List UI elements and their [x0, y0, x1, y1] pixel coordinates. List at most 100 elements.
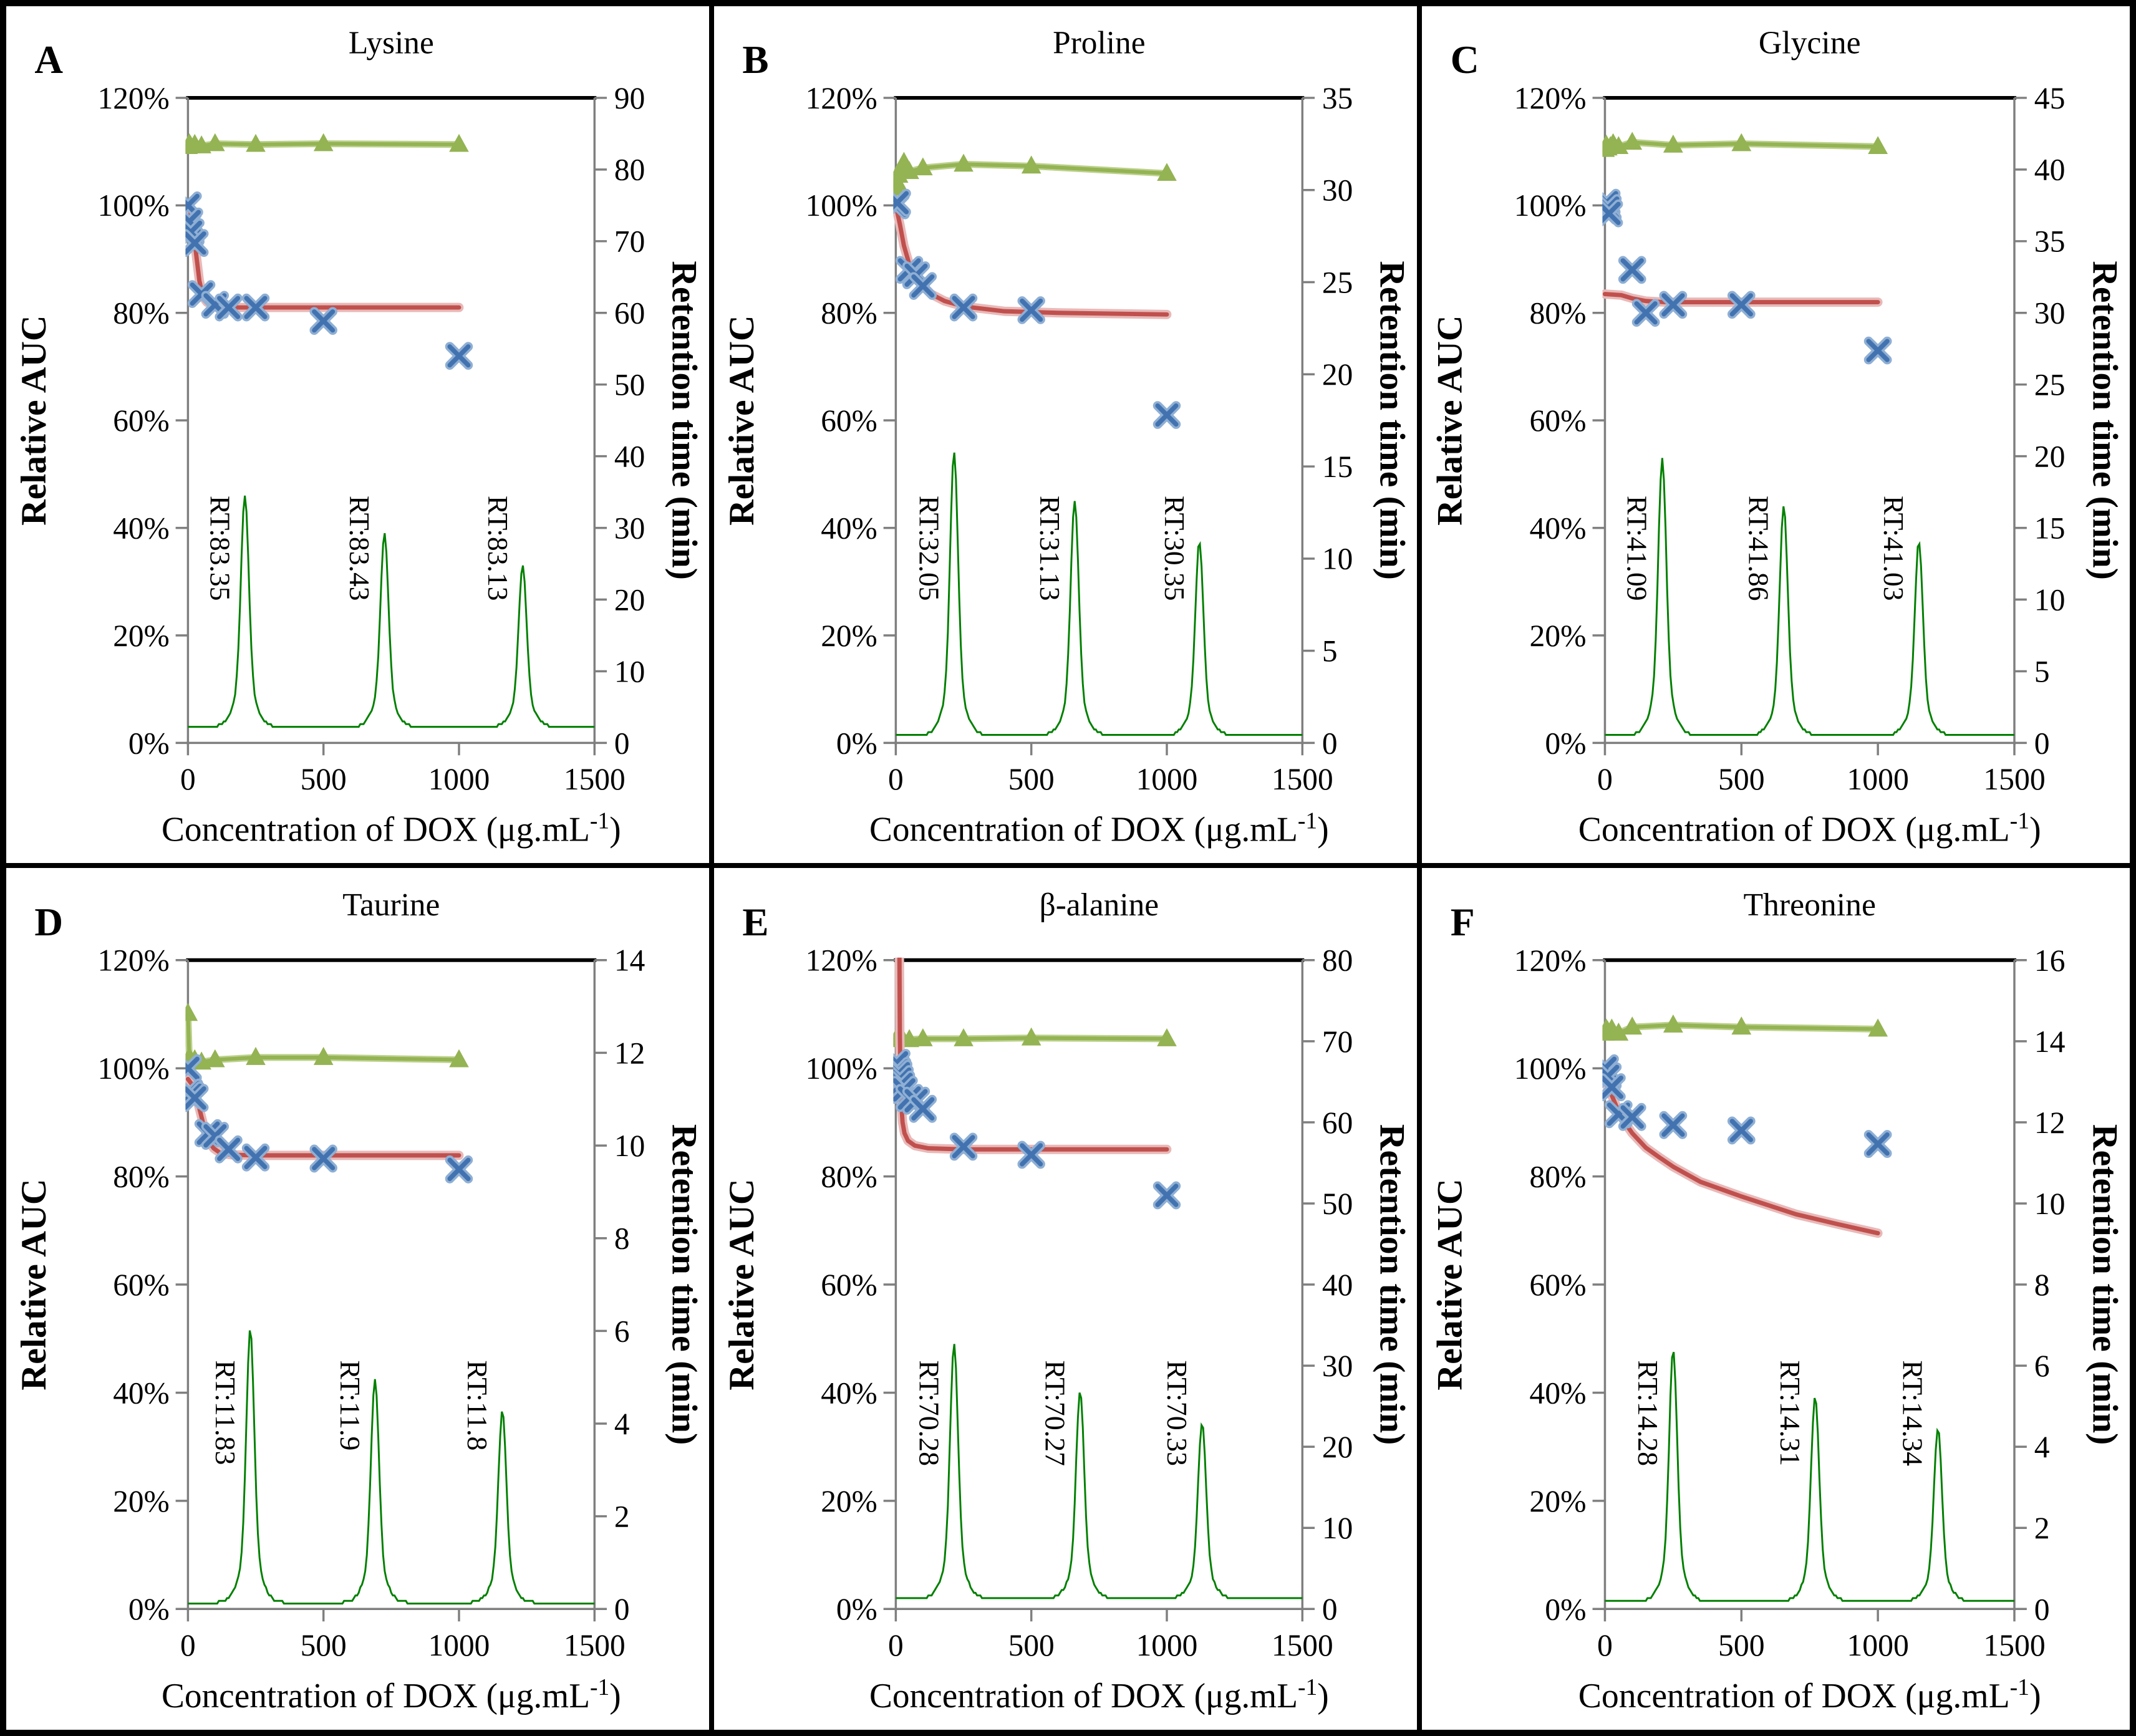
right-axis-tick-label: 2 — [614, 1499, 630, 1533]
rt-triangle-marker — [205, 133, 225, 152]
right-axis-tick-label: 70 — [614, 224, 645, 259]
panel-title: Glycine — [1759, 25, 1861, 60]
x-axis-tick-label: 500 — [301, 762, 347, 796]
left-axis-tick-label: 120% — [806, 943, 877, 978]
rt-triangle-marker — [185, 1003, 198, 1021]
right-axis-tick-label: 0 — [1322, 1592, 1338, 1626]
left-axis-tick-label: 80% — [821, 1159, 877, 1194]
right-axis-tick-label: 70 — [1322, 1025, 1353, 1059]
panel-F: 0% 20% 40% 60% 80% 100% 120% 0 2 4 6 8 10 12 14 16 0 500 1… — [1422, 868, 2130, 1730]
rt-peak-label: RT:11.83 — [210, 1360, 241, 1465]
left-axis-tick-label: 100% — [806, 188, 877, 223]
plot-area — [893, 957, 1303, 1599]
rt-triangle-marker — [1622, 1016, 1643, 1035]
right-axis-tick-label: 14 — [614, 943, 645, 978]
right-axis-tick-label: 50 — [1322, 1187, 1353, 1221]
panel-C-chart: 0% 20% 40% 60% 80% 100% 120% 0 5 10 15 20 25 30 35 40 45… — [1431, 25, 2125, 849]
auc-series — [1602, 1054, 1892, 1159]
left-axis-tick-label: 0% — [1545, 726, 1586, 760]
panel-E: 0% 20% 40% 60% 80% 100% 120% 0 10 20 30 40 50 60 70 80 0… — [714, 868, 1422, 1730]
auc-x-marker — [185, 231, 206, 255]
plot-area — [1602, 1014, 2014, 1602]
x-axis-tick-label: 1000 — [428, 762, 490, 796]
left-axis-tick-label: 40% — [821, 1376, 877, 1410]
right-axis-tick-label: 20 — [614, 582, 645, 617]
auc-x-marker — [952, 1135, 975, 1159]
auc-x-marker — [1155, 1184, 1179, 1207]
right-axis-title: Retention time (min) — [665, 261, 704, 580]
x-axis-tick-label: 500 — [1008, 1628, 1055, 1662]
right-axis-tick-label: 0 — [2034, 726, 2050, 760]
auc-x-marker — [1602, 201, 1621, 225]
rt-triangle-marker — [1157, 1028, 1177, 1046]
right-axis-tick-label: 0 — [614, 1592, 630, 1626]
left-axis-tick-label: 60% — [821, 403, 877, 438]
x-axis-title: Concentration of DOX (μg.mL-1) — [162, 1674, 621, 1715]
right-axis-title: Retention time (min) — [2085, 1124, 2125, 1445]
right-axis-tick-label: 80 — [614, 153, 645, 187]
rt-series — [1602, 132, 1888, 157]
rt-series — [185, 133, 469, 155]
right-axis-tick-label: 20 — [2034, 440, 2066, 474]
x-axis-tick-label: 500 — [301, 1628, 347, 1662]
right-axis-tick-label: 0 — [1322, 726, 1338, 760]
left-axis-tick-label: 80% — [1529, 296, 1586, 330]
rt-peak-label: RT:41.09 — [1621, 496, 1653, 601]
rt-peak-label: RT:11.8 — [462, 1360, 493, 1450]
right-axis-tick-label: 6 — [614, 1314, 630, 1348]
rt-triangle-marker — [913, 157, 933, 176]
x-axis-tick-label: 0 — [888, 1628, 904, 1662]
rt-peak-label: RT:14.28 — [1632, 1360, 1664, 1466]
right-axis-tick-label: 12 — [2034, 1106, 2066, 1140]
auc-x-marker — [217, 1137, 241, 1161]
auc-x-marker — [1602, 1075, 1624, 1099]
rt-triangle-marker — [313, 1046, 334, 1065]
right-axis-tick-label: 80 — [1322, 943, 1353, 978]
right-axis-tick-label: 30 — [2034, 296, 2066, 330]
rt-triangle-marker — [1157, 163, 1177, 181]
right-axis-tick-label: 10 — [2034, 582, 2066, 617]
panel-letter: D — [34, 900, 63, 944]
right-axis-tick-label: 15 — [2034, 511, 2066, 545]
right-axis-title: Retention time (min) — [1373, 1124, 1412, 1445]
right-axis-tick-label: 6 — [2034, 1349, 2050, 1383]
left-axis-tick-label: 120% — [1514, 81, 1587, 115]
x-axis-title: Concentration of DOX (μg.mL-1) — [162, 808, 621, 848]
panel-D: 0% 20% 40% 60% 80% 100% 120% 0 2 4 6 8 10 12 14 0 500 100… — [6, 868, 714, 1730]
x-axis-tick-label: 1000 — [1847, 1628, 1908, 1662]
fit-line — [186, 203, 462, 310]
panel-title: Proline — [1053, 25, 1145, 60]
left-axis-tick-label: 20% — [113, 619, 170, 653]
left-axis-tick-label: 120% — [98, 81, 170, 115]
x-axis-tick-label: 0 — [180, 762, 196, 796]
x-axis-tick-label: 0 — [1597, 762, 1613, 796]
auc-x-marker — [1620, 258, 1644, 282]
panel-letter: E — [742, 900, 768, 944]
auc-x-marker — [217, 296, 241, 319]
rt-peak-label: RT:14.34 — [1897, 1360, 1929, 1466]
x-axis-title: Concentration of DOX (μg.mL-1) — [1578, 808, 2041, 849]
panel-title: Threonine — [1743, 887, 1876, 923]
right-axis-tick-label: 30 — [1322, 1349, 1353, 1383]
left-axis-tick-label: 120% — [98, 943, 170, 978]
rt-peak-label: RT:70.27 — [1040, 1360, 1071, 1466]
rt-triangle-marker — [1021, 1027, 1041, 1046]
left-axis-title: Relative AUC — [1431, 315, 1470, 525]
right-axis-tick-label: 30 — [1322, 173, 1353, 207]
right-axis-tick-label: 10 — [614, 1129, 645, 1163]
fit-line-halo — [1602, 1077, 1883, 1238]
x-axis-tick-label: 1000 — [1136, 1628, 1198, 1662]
panel-C: 0% 20% 40% 60% 80% 100% 120% 0 5 10 15 20 25 30 35 40 45… — [1422, 6, 2130, 868]
right-axis-tick-label: 60 — [614, 296, 645, 330]
right-axis-title: Retention time (min) — [665, 1124, 704, 1445]
panel-F-chart: 0% 20% 40% 60% 80% 100% 120% 0 2 4 6 8 10 12 14 16 0 500 1… — [1429, 887, 2125, 1715]
left-axis-tick-label: 100% — [98, 188, 170, 223]
right-axis-tick-label: 25 — [2034, 368, 2066, 402]
panel-B: 0% 20% 40% 60% 80% 100% 120% 0 5 10 15 20 25 30 35 0 500… — [714, 6, 1422, 868]
x-axis-tick-label: 1000 — [1136, 762, 1198, 796]
right-axis-tick-label: 20 — [1322, 357, 1353, 392]
left-axis-tick-label: 0% — [836, 1592, 877, 1626]
auc-x-marker — [185, 1086, 206, 1110]
right-axis-tick-label: 4 — [2034, 1430, 2050, 1464]
left-axis-title: Relative AUC — [1429, 1179, 1470, 1390]
